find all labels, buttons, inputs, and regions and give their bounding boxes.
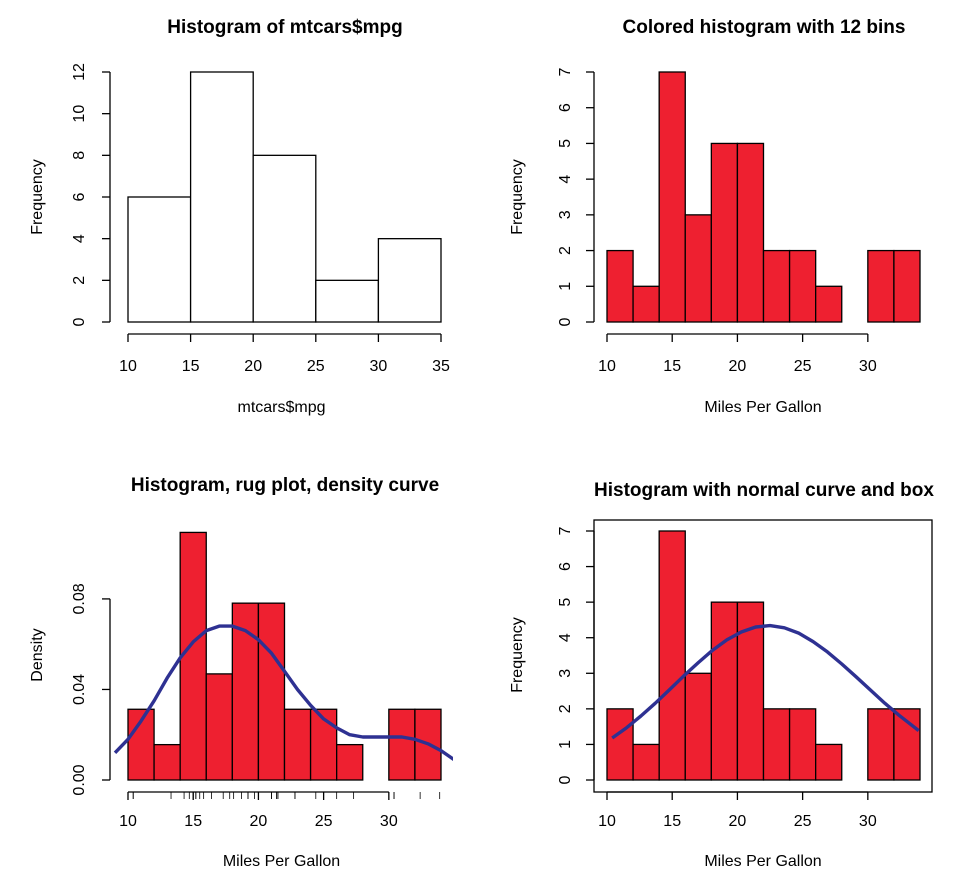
y-tick-label: 4 — [557, 633, 574, 642]
y-tick-label: 0.00 — [71, 764, 88, 795]
y-tick-label: 6 — [557, 103, 574, 112]
x-tick-label: 15 — [182, 358, 200, 375]
y-tick-label: 5 — [557, 598, 574, 607]
density-curve — [113, 624, 453, 761]
y-tick-label: 0 — [557, 317, 574, 326]
histogram-bar — [893, 249, 921, 323]
chart-panel-3: Histogram, rug plot, density curve 10 15 20… — [29, 475, 453, 870]
x-tick-label: 10 — [598, 813, 616, 830]
histogram-bar — [336, 743, 364, 781]
histogram-bar — [632, 285, 660, 323]
chart-title: Histogram, rug plot, density curve — [131, 475, 439, 496]
histogram-bar — [867, 249, 895, 323]
x-tick-label: 20 — [729, 813, 747, 830]
x-tick-label: 25 — [315, 813, 333, 830]
histogram-bar — [762, 249, 791, 323]
histogram-bar — [315, 279, 380, 323]
y-axis-title: Frequency — [509, 159, 526, 235]
histogram-bar — [189, 71, 254, 323]
histogram-bar — [658, 530, 686, 781]
x-tick-label: 20 — [729, 358, 747, 375]
histogram-bar — [762, 708, 791, 781]
histogram-bar — [815, 285, 843, 323]
histogram-bar — [788, 249, 817, 323]
histogram-bar — [710, 142, 739, 323]
x-tick-label: 30 — [380, 813, 398, 830]
histogram-bar — [179, 531, 207, 781]
histogram-bar — [127, 196, 192, 323]
x-tick-label: 10 — [598, 358, 616, 375]
x-tick-label: 30 — [370, 358, 388, 375]
x-tick-label: 25 — [307, 358, 325, 375]
x-tick-label: 15 — [184, 813, 202, 830]
chart-panel-1: Histogram of mtcars$mpg 10 15 20 25 30 35 0 2 4 6 8… — [29, 17, 450, 416]
chart-title: Histogram with normal curve and box — [594, 480, 934, 501]
histogram-bar — [205, 673, 233, 781]
histogram-bar — [632, 743, 660, 781]
y-tick-label: 0 — [557, 775, 574, 784]
histogram-bar — [788, 708, 817, 781]
histogram-bar — [867, 708, 895, 781]
histogram-bar — [736, 142, 765, 323]
y-tick-label: 12 — [71, 63, 88, 81]
histogram-bar — [252, 154, 317, 323]
y-tick-label: 0 — [71, 317, 88, 326]
y-tick-label: 2 — [557, 246, 574, 255]
y-axis-title: Density — [29, 628, 46, 681]
histogram-bar — [710, 601, 739, 781]
y-axis-title: Frequency — [509, 617, 526, 693]
x-tick-label: 25 — [794, 813, 812, 830]
histogram-bar — [606, 708, 634, 781]
chart-title: Histogram of mtcars$mpg — [167, 17, 402, 38]
y-tick-label: 8 — [71, 151, 88, 160]
x-tick-label: 20 — [250, 813, 268, 830]
histogram-bar — [388, 708, 416, 781]
histogram-bar — [257, 602, 286, 781]
histogram-bar — [684, 672, 712, 781]
x-axis-title: Miles Per Gallon — [223, 853, 340, 870]
y-tick-label: 10 — [71, 105, 88, 123]
y-tick-label: 0.04 — [71, 674, 88, 705]
y-tick-label: 7 — [557, 526, 574, 535]
x-axis-title: mtcars$mpg — [237, 399, 325, 416]
y-tick-label: 3 — [557, 669, 574, 678]
chart-title: Colored histogram with 12 bins — [623, 17, 906, 38]
histogram-bar — [153, 743, 181, 781]
y-tick-label: 5 — [557, 139, 574, 148]
histogram-bar — [658, 71, 686, 323]
y-tick-label: 6 — [71, 192, 88, 201]
x-tick-label: 15 — [663, 813, 681, 830]
histogram-bar — [606, 249, 634, 323]
histogram-bar — [815, 743, 843, 781]
x-axis-title: Miles Per Gallon — [704, 853, 821, 870]
y-tick-label: 2 — [71, 276, 88, 285]
y-tick-label: 0.08 — [71, 583, 88, 614]
x-tick-label: 10 — [119, 813, 137, 830]
normal-curve — [611, 623, 920, 740]
x-tick-label: 20 — [244, 358, 262, 375]
y-tick-label: 2 — [557, 704, 574, 713]
histogram-bar — [377, 238, 442, 323]
x-tick-label: 15 — [663, 358, 681, 375]
y-axis-title: Frequency — [29, 159, 46, 235]
x-tick-label: 10 — [119, 358, 137, 375]
x-tick-label: 25 — [794, 358, 812, 375]
y-tick-label: 7 — [557, 67, 574, 76]
y-tick-label: 4 — [557, 175, 574, 184]
y-tick-label: 3 — [557, 210, 574, 219]
y-tick-label: 4 — [71, 234, 88, 243]
histogram-bar — [283, 708, 312, 781]
histogram-bar — [684, 214, 712, 323]
y-tick-label: 1 — [557, 282, 574, 291]
x-tick-label: 30 — [859, 358, 877, 375]
y-tick-label: 1 — [557, 740, 574, 749]
x-tick-label: 30 — [859, 813, 877, 830]
x-axis-title: Miles Per Gallon — [704, 399, 821, 416]
x-tick-label: 35 — [432, 358, 450, 375]
y-tick-label: 6 — [557, 562, 574, 571]
